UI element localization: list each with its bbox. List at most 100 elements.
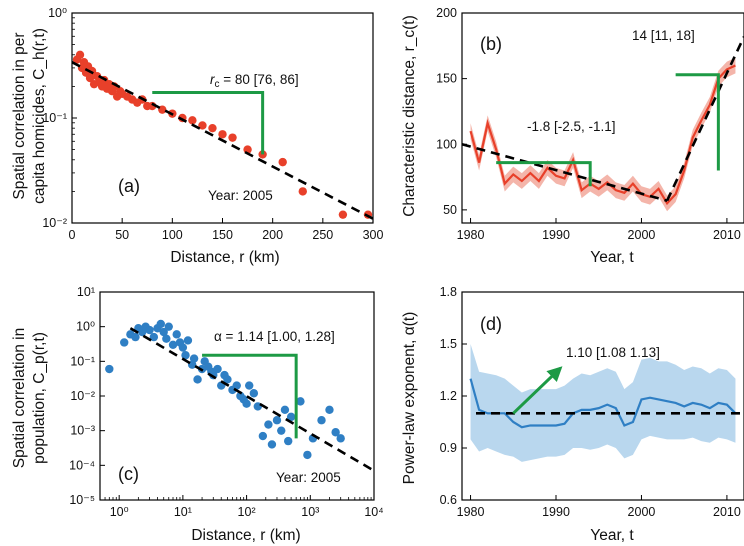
panel-b-plot-area: 1980 1990 2000 2010 50 100 150 200: [436, 6, 744, 242]
panel-c-data-point: [178, 343, 188, 352]
panel-c-x-tick-label: 10⁴: [364, 505, 383, 519]
panel-a-letter: (a): [118, 176, 140, 196]
panel-c-data-point: [286, 412, 296, 422]
panel-c-y-tick-label: 10⁻²: [70, 389, 95, 403]
panel-b-x-tick-label: 1990: [542, 228, 570, 242]
panel-c-data-point: [159, 327, 168, 337]
panel-d-plot-area: 1980 1990 2000 2010 0.6 0.9 1.2 1.5 1.8: [440, 285, 744, 519]
panel-c-data-point: [303, 450, 312, 460]
panel-d-y-tick-label: 1.2: [440, 389, 457, 403]
panel-b-annotation-bracket: [496, 161, 592, 187]
panel-d-x-tick-label: 1980: [457, 505, 485, 519]
panel-a-annotation-label: rc = 80 [76, 86]: [210, 72, 299, 90]
panel-d-confidence-band: [470, 344, 736, 462]
panel-b-x-tick-label: 2010: [713, 228, 741, 242]
panel-c-data-point: [296, 397, 305, 406]
panel-b-x-tick-label: 2000: [628, 228, 656, 242]
panel-c-data-point: [272, 416, 282, 425]
panel-c-year-label: Year: 2005: [276, 470, 341, 485]
panel-a-data-point: [208, 123, 217, 133]
panel-d-x-tick-label: 2000: [628, 505, 656, 519]
panel-d-y-tick-label: 1.8: [440, 285, 457, 299]
panel-c-data-point: [168, 340, 178, 349]
panel-c-annotation-bracket: [202, 353, 298, 439]
panel-c-plot-area: 10⁰ 10¹ 10² 10³ 10⁴ 10⁻⁵ 10⁻⁴ 10⁻³ 10⁻² 10⁻¹ 10⁰ 10…: [69, 285, 384, 519]
panel-c-y-tick-label: 10⁻⁴: [69, 458, 95, 472]
panel-c-data-point: [181, 351, 190, 360]
panel-c-data-point: [336, 434, 345, 443]
panel-b-y-tick-label: 50: [443, 203, 457, 217]
panel-a-y-axis-label-line1: Spatial correlation in per: [11, 32, 28, 199]
panel-b-y-axis-label: Characteristic distance, r_c(t): [401, 15, 418, 217]
panel-a-x-tick-label: 150: [212, 228, 233, 242]
panel-c-y-axis-label-line2: population, C_p(r,t): [31, 332, 48, 464]
panel-c-data-point: [105, 364, 114, 374]
panel-a-data-point: [87, 66, 97, 76]
panel-c-data-point: [258, 431, 268, 441]
panel-b-fit-segment: [665, 36, 744, 202]
panel-b-annotation-2-label: 14 [11, 18]: [632, 28, 695, 43]
panel-d-y-axis-label: Power-law exponent, α(t): [401, 312, 418, 485]
panel-a-x-axis-label: Distance, r (km): [170, 249, 279, 266]
panel-d-series-line: [469, 378, 737, 429]
panel-c-data-point: [331, 428, 340, 437]
panel-b-annotation-1-label: -1.8 [-2.5, -1.1]: [527, 119, 616, 134]
panel-c-data-point: [164, 322, 173, 331]
panel-a-data-point: [158, 105, 167, 114]
panel-a-y-axis-label-line2: capita homicides, C_h(r,t): [31, 28, 48, 204]
panel-a-data-point: [278, 157, 287, 167]
panel-d: 1980 1990 2000 2010 0.6 0.9 1.2 1.5 1.8 (d) 1.10…: [401, 285, 744, 544]
panel-c-data-point: [280, 405, 290, 414]
panel-c-data-point: [156, 319, 165, 329]
panel-c-data-point: [131, 332, 140, 342]
panel-a-x-tick-label: 200: [262, 228, 283, 242]
panel-c-y-tick-label: 10⁻⁵: [69, 493, 95, 507]
panel-a-data-point: [298, 187, 307, 196]
panel-c-data-point: [183, 336, 193, 345]
panel-c-annotation-label: α = 1.14 [1.00, 1.28]: [214, 329, 335, 344]
panel-c-data-point: [120, 338, 129, 347]
panel-b-y-tick-label: 100: [436, 137, 457, 151]
panel-c-data-point: [193, 375, 202, 384]
panel-a: 0 50 100 150 200 250 300 10⁻² 10⁻¹ 10⁰ (a) Year: …: [11, 6, 383, 266]
panel-c-data-point: [277, 426, 286, 435]
panel-a-plot-area: 0 50 100 150 200 250 300 10⁻² 10⁻¹ 10⁰: [42, 6, 383, 242]
panel-a-x-tick-label: 0: [69, 228, 76, 242]
panel-d-letter: (d): [480, 314, 502, 334]
panel-a-y-tick-label: 10⁻¹: [42, 111, 67, 125]
panel-c-y-tick-label: 10¹: [77, 285, 95, 299]
panel-b-confidence-band: [470, 57, 736, 212]
panel-a-y-tick-label: 10⁻²: [42, 216, 67, 230]
panel-c-data-point: [242, 399, 251, 408]
panel-a-fit-line: [71, 61, 374, 220]
panel-c-y-tick-label: 10⁰: [76, 320, 95, 334]
panel-a-y-tick-label: 10⁰: [48, 6, 67, 20]
panel-c-data-point: [264, 420, 273, 429]
panel-b-fit-segment: [461, 142, 668, 202]
panel-d-annotation-arrow: [512, 366, 563, 415]
panel-b-annotation-bracket: [675, 73, 720, 171]
panel-b-x-axis-label: Year, t: [590, 249, 634, 266]
panel-d-x-tick-label: 1990: [542, 505, 570, 519]
panel-c-data-point: [325, 405, 334, 414]
panel-b-y-tick-label: 200: [436, 6, 457, 20]
panel-d-y-tick-label: 0.6: [440, 493, 457, 507]
panel-b: 1980 1990 2000 2010 50 100 150 200 (b) -1.8 [-2…: [401, 6, 744, 266]
panel-c-data-point: [213, 364, 222, 374]
panel-c-data-point: [267, 440, 277, 449]
panel-a-data-point: [75, 50, 85, 59]
panel-c-data-point: [317, 416, 326, 425]
panel-b-letter: (b): [480, 34, 502, 54]
panel-c-x-tick-label: 10³: [301, 505, 319, 519]
panel-a-x-tick-label: 300: [363, 228, 384, 242]
panel-a-data-point: [218, 130, 227, 139]
panel-a-data-point: [338, 210, 348, 219]
panel-d-x-axis-label: Year, t: [590, 527, 634, 544]
panel-b-frame: [461, 12, 744, 224]
panel-d-y-tick-label: 1.5: [440, 337, 457, 351]
panel-c-data-point: [232, 381, 241, 390]
panel-c: 10⁰ 10¹ 10² 10³ 10⁴ 10⁻⁵ 10⁻⁴ 10⁻³ 10⁻² 10⁻¹ 10⁰ 10…: [11, 285, 384, 544]
panel-b-series-line: [469, 64, 736, 206]
panel-c-fit-line: [129, 327, 375, 472]
